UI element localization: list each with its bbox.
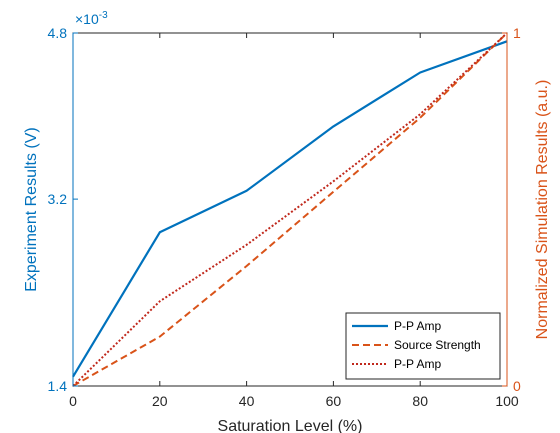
x-axis-title: Saturation Level (%) (218, 418, 363, 433)
left-axis-multiplier-text: ×10 (75, 11, 99, 27)
left-axis-exponent-text: -3 (99, 10, 108, 21)
x-axis: 0 20 40 60 80 100 (69, 33, 519, 409)
y-left-tick-label: 4.8 (48, 25, 68, 41)
left-axis-exponent-label: ×10-3 (75, 10, 108, 27)
legend-label-0: P-P Amp (394, 319, 441, 333)
legend-box (345, 312, 501, 380)
y-axis-right: 01 (502, 25, 521, 394)
series-line-0 (72, 40, 508, 378)
y-right-tick-label: 1 (513, 25, 521, 41)
series-line-2 (72, 32, 508, 387)
y-axis-right-title: Normalized Simulation Results (a.u.) (534, 80, 551, 340)
legend: P-P Amp Source Strength P-P Amp (345, 312, 501, 380)
x-tick-label: 80 (412, 393, 428, 409)
y-left-tick-label: 1.4 (48, 378, 68, 394)
y-right-tick-label: 0 (513, 378, 521, 394)
legend-label-1: Source Strength (394, 338, 481, 352)
x-tick-label: 0 (69, 393, 77, 409)
y-left-tick-label: 3.2 (48, 191, 68, 207)
series-line-1 (72, 32, 508, 387)
x-tick-label: 20 (152, 393, 168, 409)
legend-label-2: P-P Amp (394, 357, 441, 371)
y-axis-left-title: Experiment Results (V) (23, 127, 40, 292)
x-tick-label: 100 (495, 393, 519, 409)
x-tick-label: 40 (239, 393, 255, 409)
x-tick-label: 60 (326, 393, 342, 409)
plot-lines (72, 32, 508, 387)
y-axis-left: 1.4 3.2 4.8 (48, 25, 78, 394)
